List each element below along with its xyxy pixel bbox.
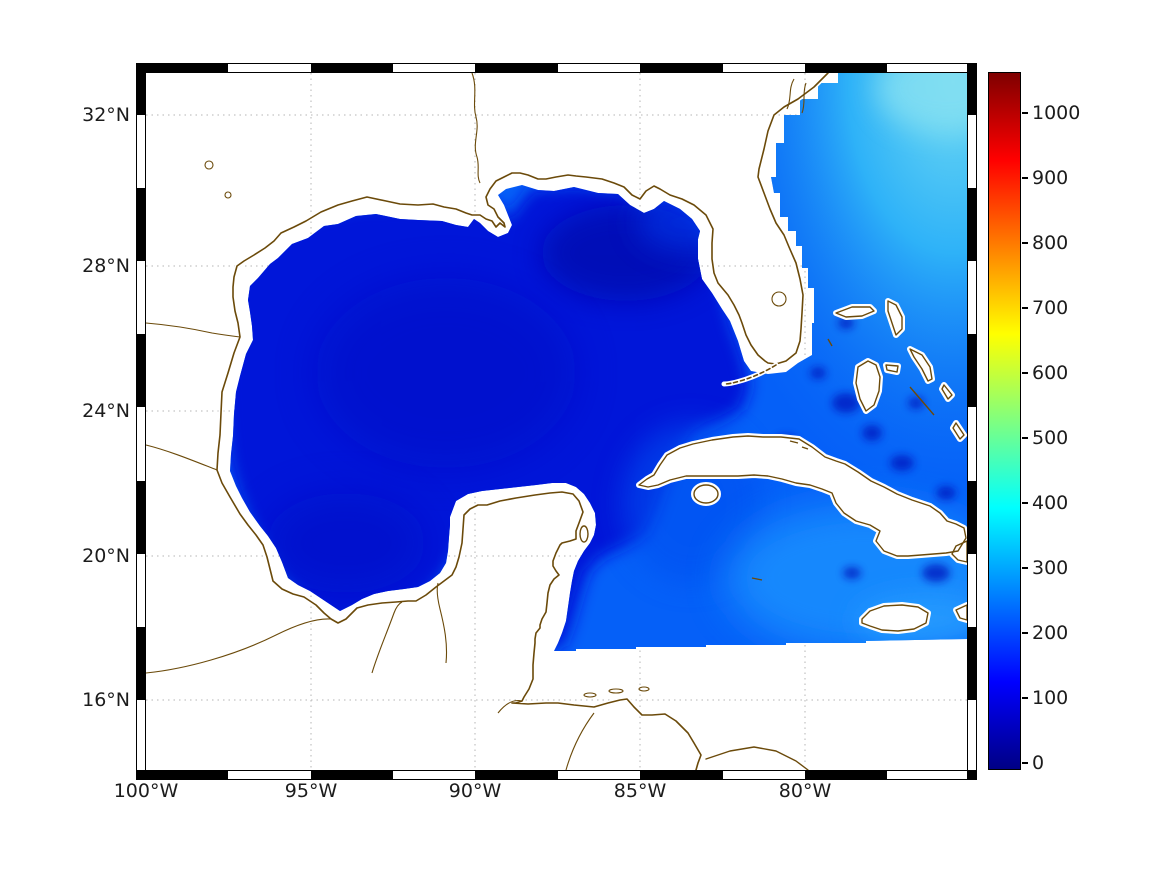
- colorbar-tick-label-500: 500: [1032, 427, 1069, 449]
- lat-tick-label-28n: 28°N: [82, 255, 130, 277]
- map-canvas: [136, 63, 977, 780]
- colorbar-tick-label-0: 0: [1032, 752, 1045, 774]
- map-frame: [136, 63, 977, 780]
- colorbar: [988, 72, 1021, 770]
- lat-tick-label-32n: 32°N: [82, 104, 130, 126]
- lon-tick-label-85w: 85°W: [613, 780, 667, 802]
- ocean-data-layer: [230, 73, 967, 651]
- lat-tick-label-20n: 20°N: [82, 545, 130, 567]
- lat-tick-label-16n: 16°N: [82, 689, 130, 711]
- colorbar-tick-label-100: 100: [1032, 687, 1069, 709]
- islands-layer: [577, 298, 970, 634]
- lon-tick-label-80w: 80°W: [778, 780, 832, 802]
- colorbar-tick-label-400: 400: [1032, 492, 1069, 514]
- colorbar-tick-label-800: 800: [1032, 232, 1069, 254]
- lat-tick-label-24n: 24°N: [82, 400, 130, 422]
- colorbar-tick-label-200: 200: [1032, 622, 1069, 644]
- rivers-lakes-layer: [145, 72, 807, 771]
- coastline-layer: [214, 70, 831, 773]
- colorbar-tick-label-1000: 1000: [1032, 102, 1081, 124]
- colorbar-tick-label-300: 300: [1032, 557, 1069, 579]
- colorbar-tick-label-600: 600: [1032, 362, 1069, 384]
- lon-tick-label-90w: 90°W: [448, 780, 502, 802]
- lon-tick-label-95w: 95°W: [284, 780, 338, 802]
- colorbar-tick-label-700: 700: [1032, 297, 1069, 319]
- lon-tick-label-100w: 100°W: [113, 780, 179, 802]
- colorbar-tick-label-900: 900: [1032, 167, 1069, 189]
- map-area: [136, 63, 977, 780]
